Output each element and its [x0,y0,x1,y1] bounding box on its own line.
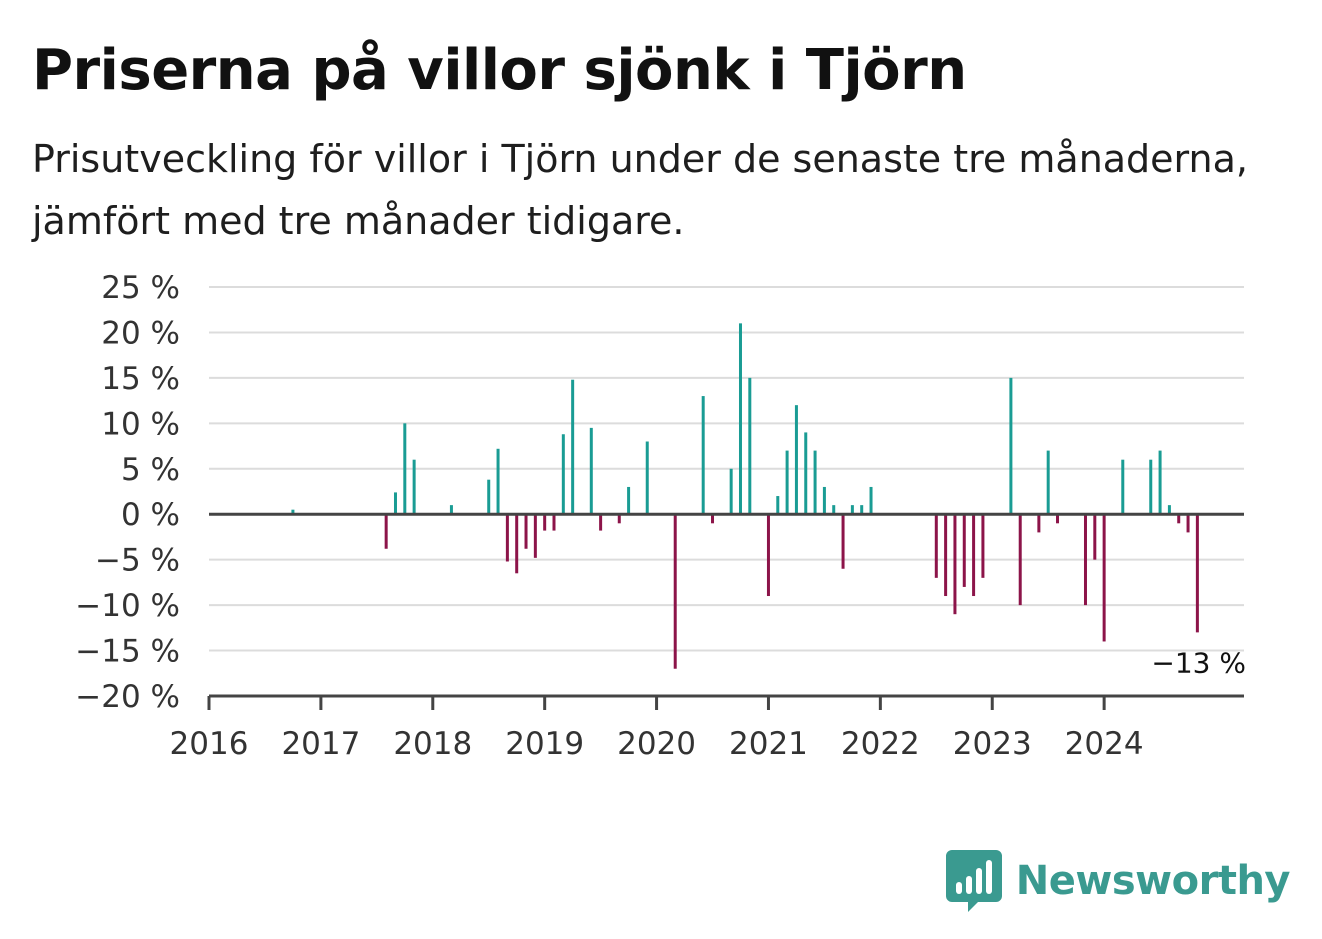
bar [794,405,798,515]
bar [1083,514,1087,606]
bar [1009,377,1013,515]
bar [627,486,631,515]
newsworthy-logo: Newsworthy [944,848,1291,914]
bar [748,377,752,515]
gridlines [209,286,1244,652]
bar [552,514,556,531]
brand-name: Newsworthy [1015,858,1291,904]
bar [571,379,575,515]
x-tick-label: 2018 [393,726,472,762]
bar [934,514,938,578]
x-tick-label: 2020 [617,726,696,762]
y-tick-label: 20 % [101,315,180,351]
bar [412,459,416,515]
chart-subtitle: Prisutveckling för villor i Tjörn under … [32,137,1248,243]
bar [561,434,565,515]
y-tick-label: 15 % [101,361,180,397]
bar [1093,514,1097,560]
x-tick-label: 2017 [281,726,360,762]
bar [1018,514,1022,606]
y-tick-label: 5 % [121,452,180,488]
bar [384,514,388,549]
x-tick-label: 2016 [170,726,249,762]
y-tick-label: −15 % [75,634,180,670]
bar [291,509,295,515]
bar [505,514,509,562]
bar [599,514,603,531]
bar [496,448,500,515]
bar [738,323,742,515]
bar [1046,450,1050,515]
y-tick-label: −20 % [75,679,180,715]
bar [785,450,789,515]
last-value-label: −13 % [1151,646,1246,679]
bar [869,486,873,515]
bar [393,492,397,515]
bar [841,514,845,569]
bar [1149,459,1153,515]
bar [766,514,770,597]
y-tick-label: 25 % [101,270,180,306]
y-tick-label: −10 % [75,588,180,624]
bar [981,514,985,578]
bar [1037,514,1041,533]
bar [711,514,715,524]
bar [1195,514,1199,633]
bar [1056,514,1060,524]
axes [207,512,1244,710]
bar [1158,450,1162,515]
x-tick-label: 2021 [729,726,808,762]
bar [1121,459,1125,515]
chart-title: Priserna på villor sjönk i Tjörn [32,38,967,103]
bar [953,514,957,615]
bar [543,514,547,531]
bar [804,432,808,515]
bar [673,514,677,669]
bar [1186,514,1190,533]
bar [962,514,966,587]
x-tick-label: 2023 [953,726,1032,762]
tick-labels: 25 % 20 % 15 % 10 % 5 % 0 % −5 % −10 % −15 % −20 … [75,270,1143,762]
bar [515,514,519,574]
bar [1177,514,1181,524]
bar [1102,514,1106,642]
bar [533,514,537,558]
bar [822,486,826,515]
bar [1167,505,1171,515]
bars [291,323,1199,669]
bar [524,514,528,549]
bar [944,514,948,597]
x-tick-label: 2024 [1065,726,1144,762]
y-tick-label: −5 % [95,543,180,579]
bar [487,479,491,515]
bar [776,496,780,515]
bar [617,514,621,524]
bar [860,505,864,515]
bar [589,427,593,515]
bar [850,505,854,515]
bar [449,505,453,515]
bar [813,450,817,515]
bar [701,396,705,515]
y-tick-label: 10 % [101,406,180,442]
bar [832,505,836,515]
bar [729,468,733,515]
x-tick-label: 2019 [505,726,584,762]
x-tick-label: 2022 [841,726,920,762]
bar [972,514,976,597]
bar [645,441,649,515]
bar [403,423,407,515]
bar-chart-badge-icon [945,850,1002,912]
y-tick-label: 0 % [121,497,180,533]
